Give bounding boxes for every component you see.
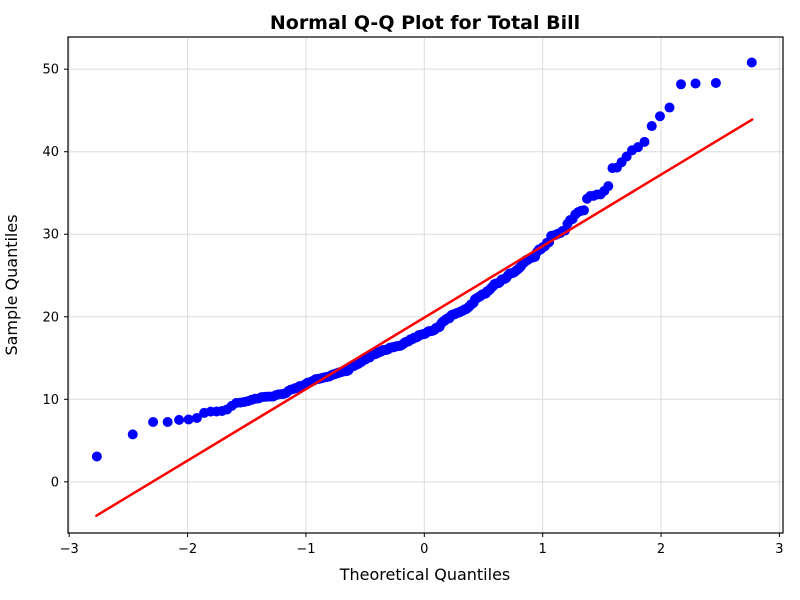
x-tick-label: 3 (775, 542, 783, 557)
qq-point (603, 181, 614, 192)
y-axis-label: Sample Quantiles (2, 214, 21, 355)
qq-point (746, 57, 757, 68)
qq-scatter-points (91, 57, 757, 462)
qq-point (664, 102, 675, 113)
x-axis-label: Theoretical Quantiles (339, 565, 511, 584)
x-tick-label: −3 (60, 542, 79, 557)
x-tick-label: 2 (657, 542, 665, 557)
y-tick-label: 0 (51, 475, 59, 490)
y-tick-label: 20 (42, 310, 59, 325)
qq-point (639, 136, 650, 147)
x-tick-label: −2 (178, 542, 197, 557)
qq-point (654, 111, 665, 122)
y-tick-label: 50 (42, 63, 59, 78)
qq-point (578, 205, 589, 216)
x-tick-label: −1 (296, 542, 315, 557)
plot-spines (67, 36, 784, 534)
y-tick-label: 40 (42, 145, 59, 160)
qq-point (174, 414, 185, 425)
fit-reference-line (95, 118, 754, 517)
x-tick-label: 0 (420, 542, 428, 557)
plot-background (68, 37, 783, 533)
qq-point (646, 121, 657, 132)
qq-point (183, 414, 194, 425)
fit-line-segment (95, 118, 754, 517)
qq-point (127, 429, 138, 440)
qq-point (148, 417, 159, 427)
qq-point (91, 451, 102, 462)
qq-point (162, 417, 173, 427)
qq-point (690, 78, 701, 89)
qq-point (710, 77, 721, 88)
qq-point (675, 79, 686, 90)
qq-point (191, 412, 202, 423)
chart-title: Normal Q-Q Plot for Total Bill (270, 12, 580, 34)
y-tick-label: 10 (42, 393, 59, 408)
x-tick-label: 1 (539, 542, 547, 557)
y-tick-label: 30 (42, 228, 59, 243)
